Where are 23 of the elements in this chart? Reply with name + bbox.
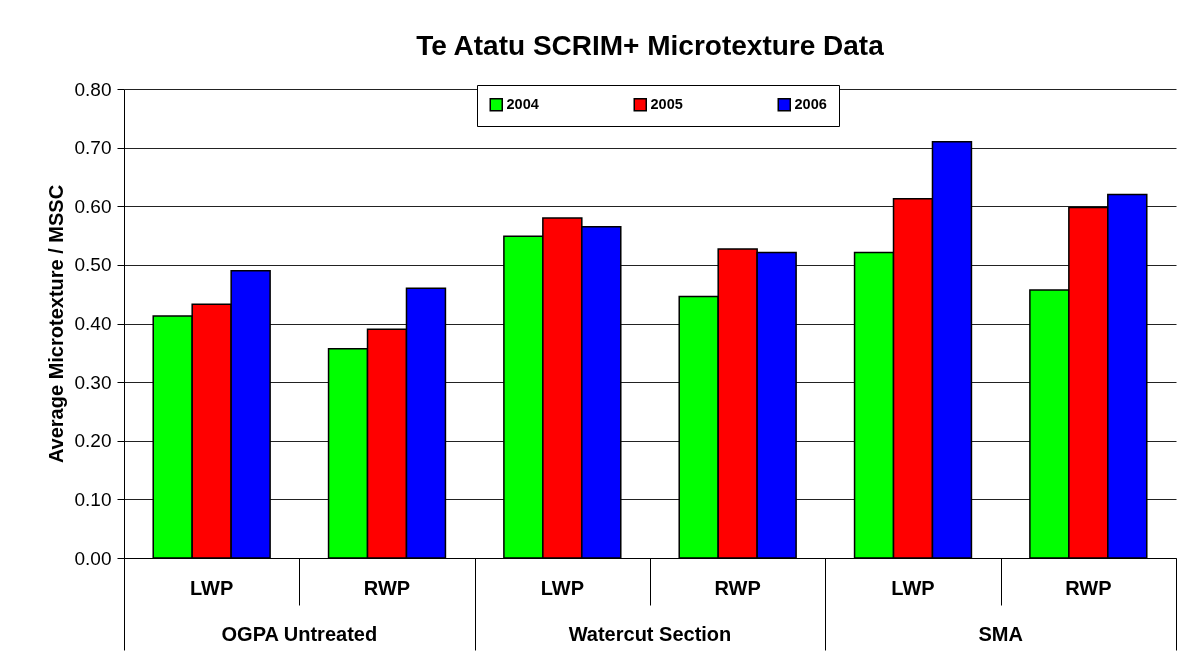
y-tick-label: 0.20 [74,430,112,452]
legend-label: 2006 [794,95,827,112]
x-tick-label: LWP [891,577,935,599]
legend-label: 2004 [506,95,539,112]
y-tick-label: 0.10 [74,488,112,510]
y-tick-label: 0.60 [74,195,112,217]
chart-title: Te Atatu SCRIM+ Microtexture Data [416,30,885,61]
x-tick-label: LWP [189,577,234,599]
x-tick-label: LWP [540,577,585,599]
text: Watercut Section [568,623,732,645]
y-tick-label: 0.80 [74,78,112,100]
y-tick-label: 0.50 [74,254,112,276]
x-tick-label: RWP [363,577,411,599]
x-tick-label: RWP [1065,577,1112,599]
y-tick-label: 0.00 [74,547,112,569]
y-tick-label: 0.70 [74,137,112,159]
y-tick-label: 0.30 [74,371,112,393]
legend-label: 2005 [650,95,683,112]
text: SMA [978,623,1023,645]
text: OGPA Untreated [221,623,378,645]
y-axis-title: Average Microtexture / MSSC [44,184,67,464]
y-tick-label: 0.40 [74,313,112,334]
x-tick-label: RWP [714,577,761,599]
